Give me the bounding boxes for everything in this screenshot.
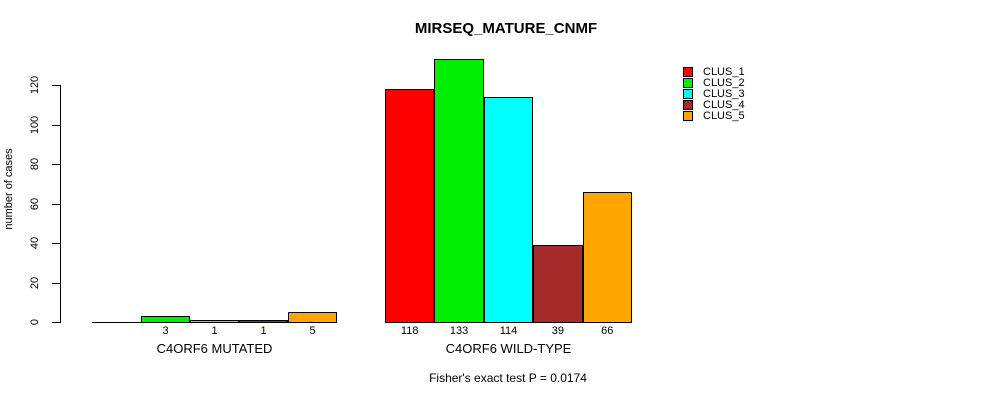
bar-value-label: 66: [601, 325, 614, 337]
bar-value-label: 1: [211, 325, 218, 337]
y-tick-label: 0: [29, 318, 41, 326]
bar-clus_2: [434, 59, 484, 323]
legend-color-swatch: [683, 111, 693, 121]
bar-value-label: 133: [449, 325, 469, 337]
bar-clus_4: [533, 245, 583, 323]
y-axis: [60, 85, 61, 323]
legend-color-swatch: [683, 67, 693, 77]
legend-label: CLUS_2: [703, 77, 745, 89]
bar-clus_3: [190, 320, 239, 323]
bar-value-label: 5: [309, 325, 316, 337]
category-label: C4ORF6 MUTATED: [156, 341, 273, 356]
legend-color-swatch: [683, 78, 693, 88]
bar-clus_5: [583, 192, 632, 323]
bar-clus_2: [141, 316, 190, 323]
category-label: C4ORF6 WILD-TYPE: [445, 341, 572, 356]
y-tick-mark: [52, 283, 60, 284]
bar-clus_5: [288, 312, 337, 323]
bar-value-label: 39: [551, 325, 565, 337]
legend-label: CLUS_4: [703, 99, 745, 111]
y-tick-mark: [52, 204, 60, 205]
bar-value-label: 118: [400, 325, 419, 337]
y-tick-label: 20: [29, 276, 41, 290]
y-tick-mark: [52, 322, 60, 323]
y-axis-label: number of cases: [3, 148, 15, 230]
bar-clus_3: [484, 97, 533, 323]
bar-clus_1: [385, 89, 434, 323]
y-tick-label: 80: [29, 157, 41, 171]
y-tick-mark: [52, 125, 60, 126]
legend-label: CLUS_5: [703, 110, 745, 122]
annotation-text: Fisher's exact test P = 0.0174: [429, 371, 587, 385]
y-tick-mark: [52, 85, 60, 86]
legend-label: CLUS_3: [703, 88, 745, 100]
bar-value-label: 3: [162, 325, 169, 337]
y-tick-mark: [52, 164, 60, 165]
y-tick-label: 60: [29, 197, 41, 211]
bar-value-label: 114: [499, 325, 518, 337]
bar-clus_1: [92, 322, 141, 323]
legend-label: CLUS_1: [703, 66, 745, 78]
bar-value-label: 1: [260, 325, 267, 337]
y-tick-label: 40: [29, 236, 41, 250]
legend-color-swatch: [683, 100, 693, 110]
y-tick-label: 100: [29, 115, 41, 135]
chart-title: MIRSEQ_MATURE_CNMF: [414, 20, 598, 37]
y-tick-mark: [52, 243, 60, 244]
y-tick-label: 120: [29, 75, 41, 95]
bar-clus_4: [239, 320, 288, 323]
legend-color-swatch: [683, 89, 693, 99]
